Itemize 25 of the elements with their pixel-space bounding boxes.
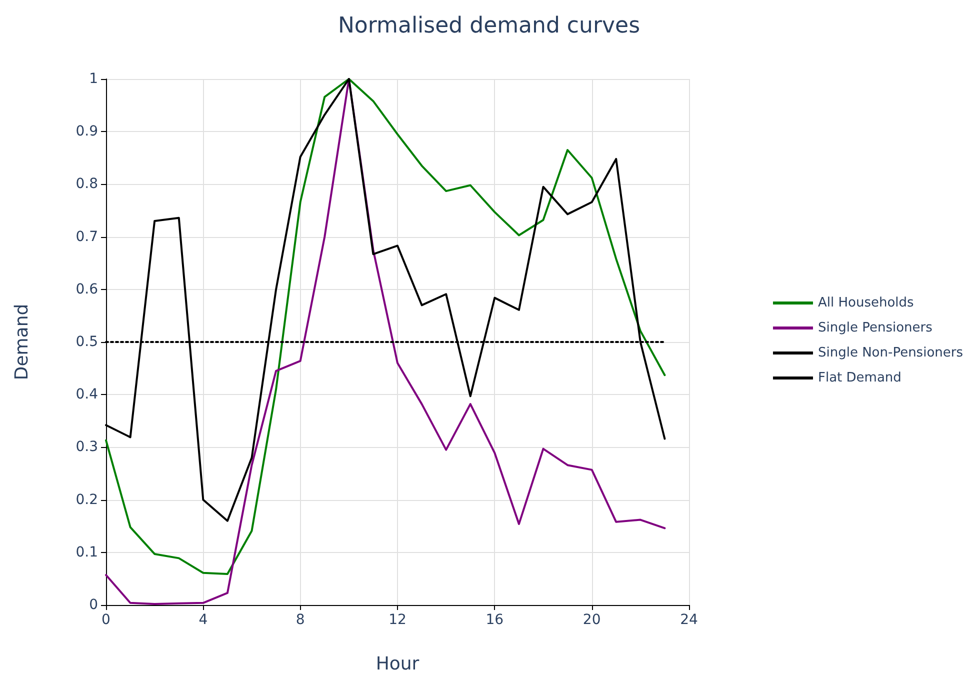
y-tick-label: 0.9 <box>76 124 98 140</box>
y-tick-label: 0.8 <box>76 176 98 192</box>
x-tick-label: 8 <box>296 612 305 628</box>
y-tick-label: 0.3 <box>76 439 98 456</box>
y-tick-label: 0 <box>89 597 98 613</box>
chart-title: Normalised demand curves <box>338 14 640 38</box>
legend-label: All Households <box>818 296 914 310</box>
legend-label: Single Pensioners <box>818 320 933 336</box>
x-tick-label: 20 <box>582 612 601 628</box>
y-axis-title: Demand <box>12 304 32 380</box>
x-axis-title: Hour <box>376 654 420 674</box>
x-tick-label: 12 <box>388 612 406 628</box>
y-tick-label: 0.4 <box>76 386 98 403</box>
x-tick-label: 24 <box>680 612 698 628</box>
legend-label: Single Non-Pensioners <box>818 346 964 360</box>
y-tick-label: 0.2 <box>76 492 98 508</box>
y-tick-label: 1 <box>89 71 98 87</box>
legend-label: Flat Demand <box>818 370 902 386</box>
y-tick-label: 0.5 <box>76 334 98 350</box>
y-tick-label: 0.6 <box>76 281 98 298</box>
y-tick-label: 0.7 <box>76 228 98 245</box>
y-tick-label: 0.1 <box>76 544 98 560</box>
x-tick-label: 0 <box>102 612 110 628</box>
x-tick-label: 16 <box>486 612 504 628</box>
x-tick-label: 4 <box>198 612 208 628</box>
